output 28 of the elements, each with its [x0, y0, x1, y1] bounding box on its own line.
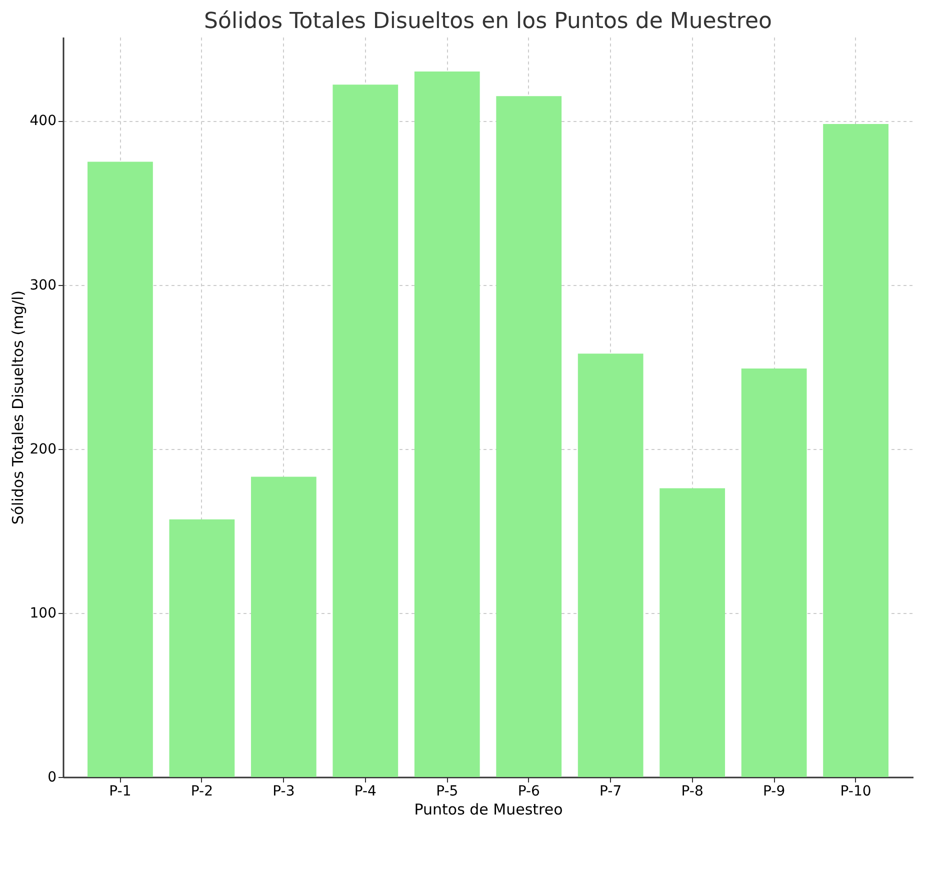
y-tick-label: 0	[48, 770, 56, 786]
x-tick-label: P-3	[272, 784, 295, 800]
bar	[88, 162, 153, 777]
chart-title: Sólidos Totales Disueltos en los Puntos de Muestreo	[204, 9, 772, 34]
bar	[496, 96, 562, 777]
bar	[250, 476, 316, 777]
x-tick-label: P-4	[354, 784, 377, 800]
x-tick-label: P-2	[190, 784, 213, 800]
bar	[578, 354, 644, 777]
bar	[823, 124, 888, 777]
y-tick-label: 200	[30, 441, 56, 458]
x-axis-title: Puntos de Muestreo	[414, 800, 563, 818]
x-tick-label: P-8	[681, 784, 704, 800]
bar	[741, 368, 807, 777]
x-tick-label: P-6	[518, 784, 540, 800]
x-tick-label: P-9	[763, 784, 786, 800]
bar	[169, 519, 235, 777]
y-tick-label: 100	[30, 605, 56, 622]
bar	[414, 71, 480, 777]
y-tick-label: 400	[30, 113, 56, 130]
y-axis-title: Sólidos Totales Disueltos (mg/l)	[8, 290, 27, 525]
bar	[332, 84, 398, 777]
x-tick-label: P-10	[840, 784, 872, 800]
x-tick-label: P-1	[109, 784, 132, 800]
x-tick-label: P-7	[600, 784, 622, 800]
bar	[660, 488, 726, 777]
y-tick-label: 300	[30, 277, 56, 294]
x-tick-label: P-5	[436, 784, 458, 800]
